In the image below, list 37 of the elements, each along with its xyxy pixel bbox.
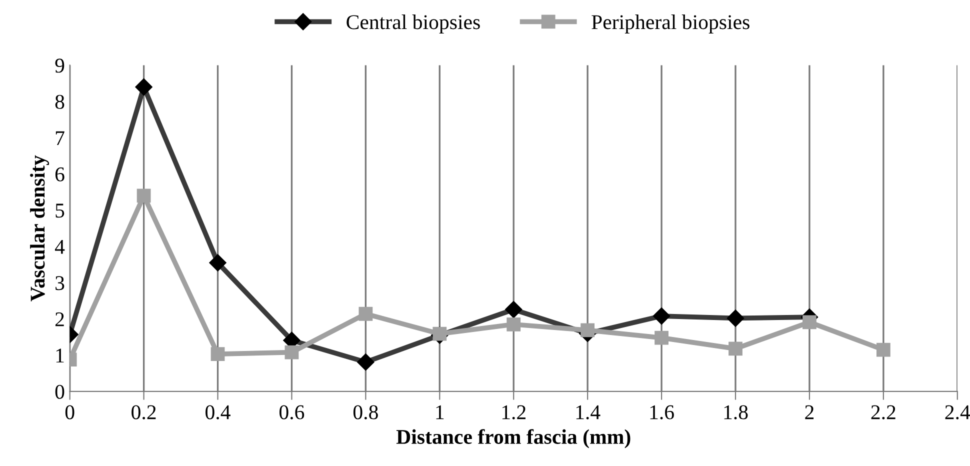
x-tick-label: 0.2: [132, 405, 156, 420]
point: [210, 347, 225, 362]
y-tick-label: 7: [56, 131, 64, 145]
point: [284, 345, 299, 360]
x-tick-label: 0: [65, 405, 74, 420]
y-tick-label: 5: [56, 204, 64, 218]
y-tick-label: 3: [56, 276, 64, 290]
y-tick-label: 8: [55, 94, 64, 109]
x-tick-label: 0.4: [206, 405, 230, 420]
point: [654, 330, 668, 345]
y-tick-label: 0: [55, 384, 64, 399]
y-tick-label: 6: [55, 167, 64, 182]
point: [506, 317, 521, 332]
point: [728, 342, 742, 356]
x-tick-label: 1.2: [502, 405, 526, 420]
x-tick-label: 0.8: [353, 405, 378, 420]
point: [136, 188, 151, 203]
y-axis-title: Vascular density: [30, 155, 50, 302]
y-tick-label: 4: [54, 240, 65, 254]
y-tick-label: 9: [55, 58, 64, 73]
x-tick-label: 1.4: [576, 405, 600, 420]
x-tick-label: 2: [805, 405, 814, 420]
y-tick-label: 2: [55, 312, 64, 326]
x-tick-label: 1.6: [650, 405, 674, 420]
x-tick-label: 1: [436, 405, 444, 420]
point: [876, 342, 890, 357]
point: [358, 306, 373, 321]
x-tick-label: 2.4: [945, 405, 970, 420]
point: [580, 323, 595, 338]
x-tick-label: 0.6: [280, 405, 304, 420]
x-axis-title: Distance from fascia (mm): [396, 429, 630, 448]
point: [802, 315, 816, 330]
x-tick-label: 1.8: [724, 405, 748, 420]
legend-label: Central biopsies: [346, 14, 480, 34]
x-tick-label: 2.2: [871, 405, 896, 420]
legend-label: Peripheral biopsies: [592, 14, 750, 34]
y-tick-label: 1: [56, 348, 64, 362]
